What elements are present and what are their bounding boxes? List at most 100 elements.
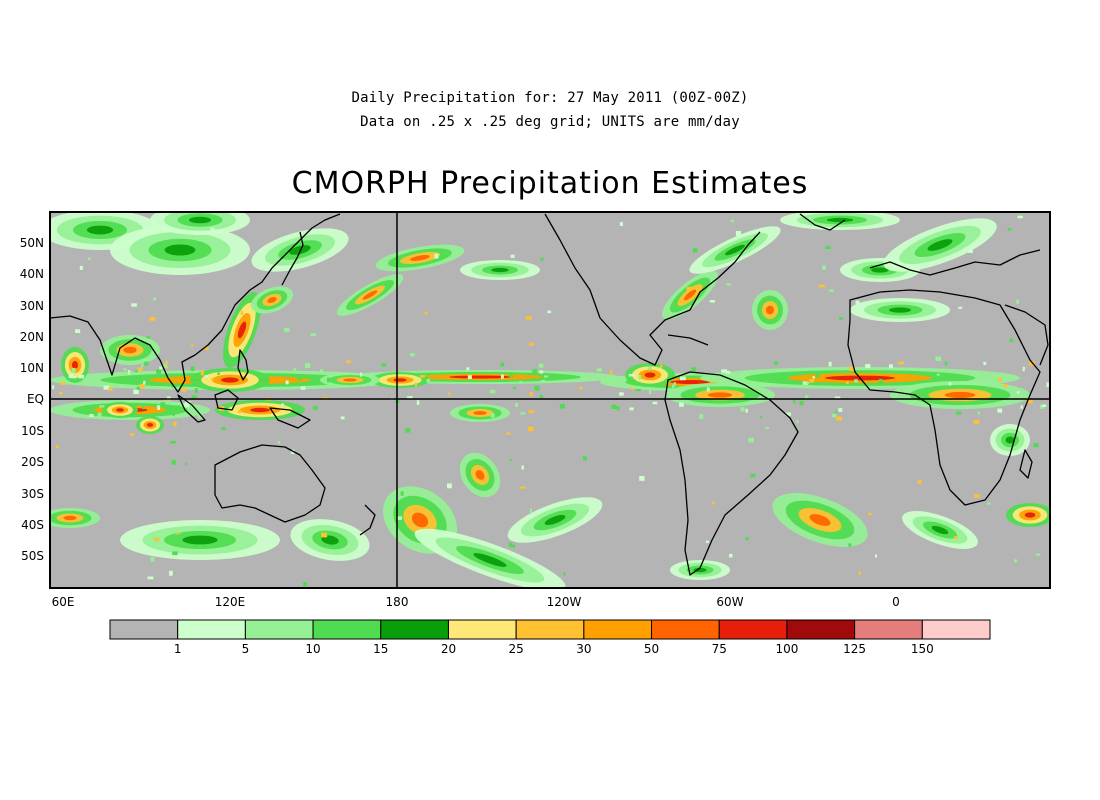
precip-speckle bbox=[240, 310, 244, 315]
precip-speckle bbox=[467, 375, 472, 379]
precip-speckle bbox=[1016, 391, 1020, 394]
precip-speckle bbox=[638, 374, 642, 380]
precip-speckle bbox=[799, 400, 804, 406]
lat-label-eq: EQ bbox=[27, 392, 44, 406]
precip-speckle bbox=[635, 388, 641, 392]
precip-patch bbox=[449, 375, 511, 379]
precip-speckle bbox=[173, 421, 177, 426]
precip-patch bbox=[491, 267, 509, 273]
precip-speckle bbox=[172, 551, 178, 556]
arabia-coast bbox=[1004, 304, 1049, 366]
precip-speckle bbox=[149, 316, 156, 321]
precip-speckle bbox=[221, 426, 226, 431]
eurasia-coast bbox=[50, 213, 341, 393]
precip-speckle bbox=[796, 420, 799, 424]
precip-patch bbox=[164, 244, 196, 256]
precip-speckle bbox=[415, 383, 418, 387]
precip-speckle bbox=[424, 311, 428, 315]
precip-speckle bbox=[1046, 382, 1050, 388]
precip-speckle bbox=[529, 508, 533, 513]
precip-speckle bbox=[217, 372, 220, 376]
precip-speckle bbox=[730, 219, 734, 223]
precip-speckle bbox=[381, 363, 387, 367]
precip-patch bbox=[871, 267, 889, 273]
precip-speckle bbox=[157, 405, 161, 410]
precip-patch bbox=[343, 378, 357, 382]
precip-patch bbox=[116, 408, 124, 412]
precip-speckle bbox=[709, 300, 716, 303]
precip-speckle bbox=[137, 367, 143, 372]
precip-speckle bbox=[181, 387, 187, 392]
precip-speckle bbox=[854, 379, 858, 383]
precip-speckle bbox=[321, 532, 328, 538]
precip-patch bbox=[182, 535, 218, 545]
precip-speckle bbox=[500, 374, 504, 379]
precip-speckle bbox=[977, 411, 980, 415]
subtitle-grid-units-line: Data on .25 x .25 deg grid; UNITS are mm… bbox=[360, 114, 740, 130]
cuba-coast bbox=[667, 334, 709, 346]
precip-speckle bbox=[538, 363, 544, 368]
precip-speckle bbox=[447, 483, 452, 489]
precip-patch bbox=[1005, 436, 1015, 444]
precip-speckle bbox=[1003, 384, 1008, 388]
precip-speckle bbox=[759, 415, 763, 419]
precip-speckle bbox=[935, 356, 942, 361]
precip-speckle bbox=[194, 388, 198, 393]
colorbar-swatch bbox=[583, 619, 653, 640]
precip-speckle bbox=[1017, 215, 1023, 219]
precip-speckle bbox=[176, 402, 182, 406]
precip-speckle bbox=[848, 366, 855, 371]
precip-speckle bbox=[648, 390, 652, 395]
precip-speckle bbox=[705, 540, 710, 543]
colorbar-tick-label: 5 bbox=[242, 642, 250, 656]
precip-speckle bbox=[818, 284, 825, 288]
precip-speckle bbox=[416, 400, 420, 405]
precip-speckle bbox=[78, 374, 85, 379]
precip-speckle bbox=[839, 317, 844, 320]
borneo-coast bbox=[214, 389, 239, 411]
precip-patch bbox=[544, 514, 566, 526]
precip-speckle bbox=[1022, 366, 1025, 372]
precip-speckle bbox=[466, 367, 470, 371]
precip-patch bbox=[766, 305, 774, 315]
precip-speckle bbox=[277, 441, 281, 444]
precip-speckle bbox=[191, 395, 197, 400]
lat-label-50n: 50N bbox=[20, 236, 44, 250]
precip-speckle bbox=[185, 462, 188, 466]
precip-speckle bbox=[545, 570, 550, 575]
precip-patch bbox=[63, 515, 77, 521]
precip-speckle bbox=[936, 373, 940, 376]
precip-speckle bbox=[679, 376, 686, 381]
precip-speckle bbox=[804, 395, 809, 400]
precip-speckle bbox=[822, 265, 826, 270]
precip-speckle bbox=[153, 537, 160, 541]
colorbar-swatch bbox=[177, 619, 246, 640]
philippines-coast bbox=[237, 349, 249, 381]
precip-speckle bbox=[812, 376, 816, 379]
precip-speckle bbox=[582, 456, 587, 461]
precip-speckle bbox=[948, 382, 952, 386]
precip-speckle bbox=[954, 535, 959, 540]
precip-speckle bbox=[510, 254, 515, 258]
precip-speckle bbox=[745, 408, 748, 413]
precip-speckle bbox=[706, 387, 710, 392]
precip-speckle bbox=[563, 572, 566, 576]
precip-speckle bbox=[540, 257, 544, 262]
precip-speckle bbox=[748, 437, 754, 443]
precip-speckle bbox=[191, 343, 194, 347]
lat-label-40n: 40N bbox=[20, 267, 44, 281]
colorbar-swatch bbox=[109, 619, 179, 640]
precip-speckle bbox=[721, 369, 728, 373]
precip-speckle bbox=[147, 576, 154, 580]
precip-speckle bbox=[183, 403, 190, 408]
precip-patch bbox=[927, 239, 953, 251]
precip-speckle bbox=[745, 537, 749, 541]
precip-speckle bbox=[630, 387, 634, 390]
precip-speckle bbox=[729, 553, 733, 558]
precip-patch bbox=[473, 553, 507, 567]
lat-label-10s: 10S bbox=[21, 424, 44, 438]
precip-speckle bbox=[858, 571, 861, 575]
precip-speckle bbox=[619, 392, 624, 396]
lat-label-10n: 10N bbox=[20, 361, 44, 375]
sumatra-coast bbox=[177, 394, 206, 423]
